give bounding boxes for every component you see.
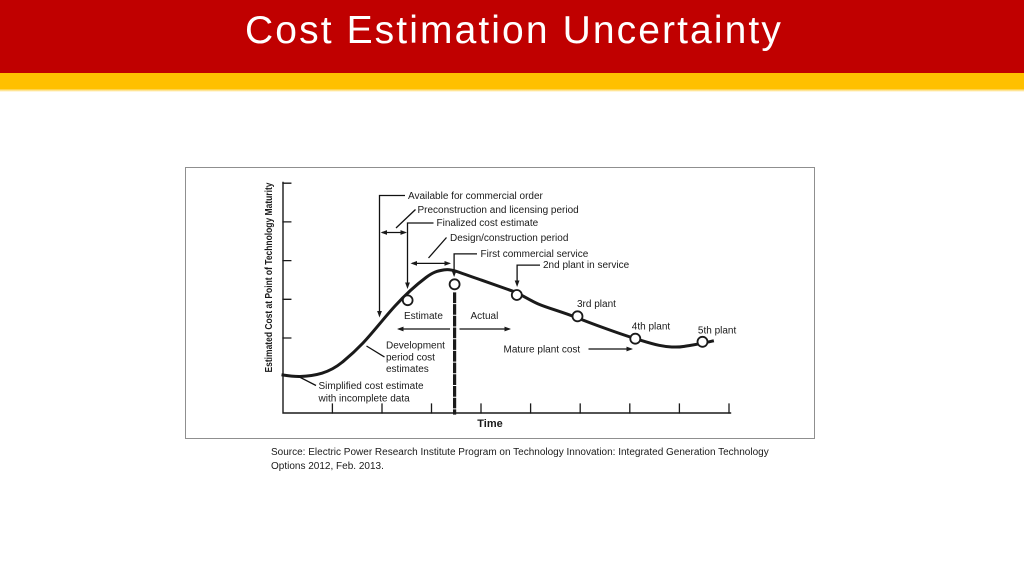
svg-text:2nd plant in service: 2nd plant in service: [543, 260, 630, 271]
svg-text:Development: Development: [386, 341, 445, 352]
svg-text:4th plant: 4th plant: [632, 322, 671, 333]
svg-text:Time: Time: [477, 418, 502, 430]
svg-text:Finalized cost estimate: Finalized cost estimate: [437, 218, 539, 229]
svg-text:with incomplete data: with incomplete data: [318, 394, 411, 405]
svg-text:5th plant: 5th plant: [698, 326, 737, 337]
svg-text:Estimated Cost at Point of Tec: Estimated Cost at Point of Technology Ma…: [264, 182, 275, 372]
svg-text:Mature plant cost: Mature plant cost: [504, 345, 581, 356]
svg-text:Estimate: Estimate: [404, 311, 443, 322]
svg-text:period cost: period cost: [386, 353, 435, 364]
svg-text:Preconstruction and licensing: Preconstruction and licensing period: [418, 205, 579, 216]
svg-text:Simplified cost estimate: Simplified cost estimate: [319, 381, 424, 392]
svg-text:estimates: estimates: [386, 364, 429, 375]
svg-text:Actual: Actual: [471, 311, 499, 322]
svg-text:Available for commercial order: Available for commercial order: [408, 191, 544, 202]
svg-text:First commercial service: First commercial service: [481, 249, 589, 260]
svg-text:3rd plant: 3rd plant: [577, 299, 616, 310]
svg-text:Design/construction period: Design/construction period: [450, 233, 568, 244]
